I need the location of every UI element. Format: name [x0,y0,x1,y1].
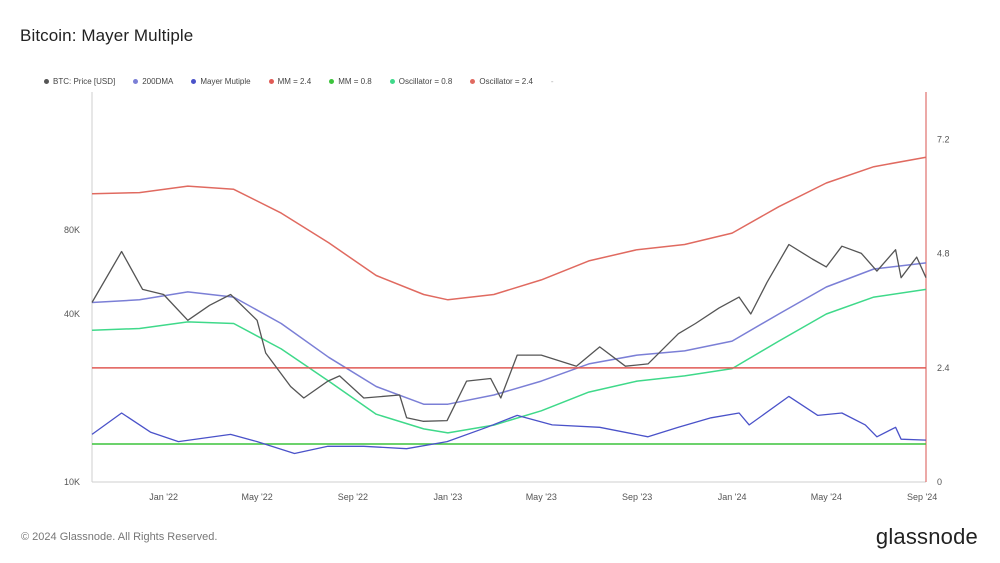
left-tick-label: 10K [64,477,80,487]
x-tick-label: Jan '24 [718,492,747,502]
left-tick-label: 80K [64,225,80,235]
right-tick-label: 4.8 [937,249,950,259]
legend-item-oscillator-0-8[interactable]: Oscillator = 0.8 [389,77,453,86]
legend-label: Oscillator = 0.8 [398,77,453,86]
legend-swatch [389,79,395,84]
legend-item-oscillator-2-4[interactable]: Oscillator = 2.4 [470,77,533,86]
legend-swatch [44,79,49,84]
legend-item-mayer-multiple[interactable]: Mayer Mutiple [191,77,251,86]
legend-label: Oscillator = 2.4 [479,77,533,86]
mayer-multiple-line [91,395,927,455]
legend-label: Mayer Mutiple [200,77,251,86]
legend-item-btc-price[interactable]: BTC: Price [USD] [44,77,115,86]
chart-title: Bitcoin: Mayer Multiple [20,26,194,45]
legend-item-200dma[interactable]: 200DMA [133,77,173,86]
right-tick-label: 7.2 [937,135,950,145]
legend-swatch [329,79,335,84]
x-tick-label: May '22 [241,492,272,502]
oscillator-0-8-line [91,288,927,434]
brand-logo: glassnode [875,524,978,549]
legend-swatch [268,79,274,84]
legend-extra: - [550,77,554,86]
right-tick-label: 0 [937,477,942,487]
left-tick-label: 40K [64,309,80,319]
legend-item-mm-0-8[interactable]: MM = 0.8 [329,77,372,86]
x-tick-label: Sep '24 [907,492,937,502]
legend-item-mm-2-4[interactable]: MM = 2.4 [268,77,312,86]
legend-swatch [191,79,197,84]
legend-swatch [470,79,476,84]
btc-price-line [91,243,927,422]
x-tick-label: May '23 [526,492,557,502]
copyright-notice: © 2024 Glassnode. All Rights Reserved. [21,531,218,543]
x-tick-label: Sep '23 [622,492,652,502]
legend-swatch [133,79,139,84]
legend-label: BTC: Price [USD] [53,77,116,86]
legend-label: 200DMA [142,77,174,86]
x-tick-label: Sep '22 [338,492,368,502]
oscillator-2-4-line [91,156,927,301]
x-tick-label: Jan '23 [433,492,462,502]
legend-label: MM = 2.4 [277,77,312,86]
x-tick-label: Jan '22 [149,492,178,502]
right-tick-label: 2.4 [937,363,950,373]
legend-label: MM = 0.8 [338,77,372,86]
chart-legend: BTC: Price [USD] 200DMA Mayer Mutiple MM… [44,77,554,86]
x-tick-label: May '24 [811,492,842,502]
200dma-line [91,262,927,405]
